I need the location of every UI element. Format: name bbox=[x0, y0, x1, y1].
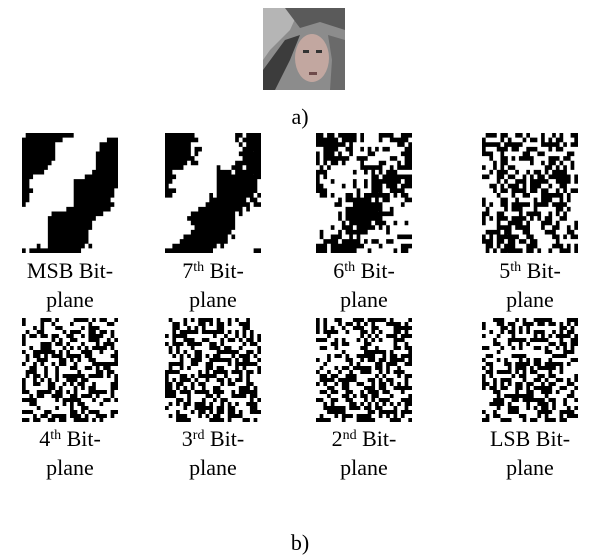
panel-label-line2: plane bbox=[46, 455, 94, 480]
label-text: Bit- bbox=[204, 258, 244, 283]
label-text: Bit- bbox=[357, 426, 397, 451]
label-text: LSB Bit- bbox=[490, 426, 570, 451]
label-number: 2 bbox=[332, 426, 343, 451]
bitplane-image bbox=[482, 318, 578, 422]
panel-label: 4th Bit- bbox=[39, 426, 101, 451]
panel-label-line2: plane bbox=[506, 287, 554, 312]
bitplane-image bbox=[22, 318, 118, 422]
label-text: Bit- bbox=[521, 258, 561, 283]
panel-label-line2: plane bbox=[340, 287, 388, 312]
panel-label: 2nd Bit- bbox=[332, 426, 397, 451]
label-suffix: rd bbox=[193, 428, 205, 443]
panel-label-line2: plane bbox=[189, 455, 237, 480]
panel-label-line2: plane bbox=[189, 287, 237, 312]
panel-label-line2: plane bbox=[506, 455, 554, 480]
figure: a) b) MSB Bit-plane7th Bit-plane6th Bit-… bbox=[0, 0, 597, 558]
label-text: Bit- bbox=[355, 258, 395, 283]
label-number: 6 bbox=[333, 258, 344, 283]
bitplane-image bbox=[316, 318, 412, 422]
label-text: Bit- bbox=[204, 426, 244, 451]
bitplane-image bbox=[316, 133, 412, 253]
caption-b: b) bbox=[291, 530, 309, 555]
label-suffix: nd bbox=[343, 428, 357, 443]
panel-label-line2: plane bbox=[340, 455, 388, 480]
original-image bbox=[263, 8, 345, 90]
panel-label: 7th Bit- bbox=[182, 258, 244, 283]
label-suffix: th bbox=[50, 428, 61, 443]
panel-label: 6th Bit- bbox=[333, 258, 395, 283]
label-suffix: th bbox=[510, 260, 521, 275]
label-number: 3 bbox=[182, 426, 193, 451]
panel-label: 3rd Bit- bbox=[182, 426, 244, 451]
label-text: MSB Bit- bbox=[27, 258, 113, 283]
panel-label-line2: plane bbox=[46, 287, 94, 312]
panel-label: LSB Bit- bbox=[490, 426, 570, 451]
bitplane-image bbox=[165, 133, 261, 253]
label-suffix: th bbox=[193, 260, 204, 275]
panel-label: MSB Bit- bbox=[27, 258, 113, 283]
label-suffix: th bbox=[344, 260, 355, 275]
bitplane-image bbox=[165, 318, 261, 422]
label-number: 4 bbox=[39, 426, 50, 451]
label-number: 5 bbox=[499, 258, 510, 283]
bitplane-image bbox=[482, 133, 578, 253]
bitplane-image bbox=[22, 133, 118, 253]
label-text: Bit- bbox=[61, 426, 101, 451]
caption-a: a) bbox=[291, 104, 308, 129]
panel-label: 5th Bit- bbox=[499, 258, 561, 283]
label-number: 7 bbox=[182, 258, 193, 283]
